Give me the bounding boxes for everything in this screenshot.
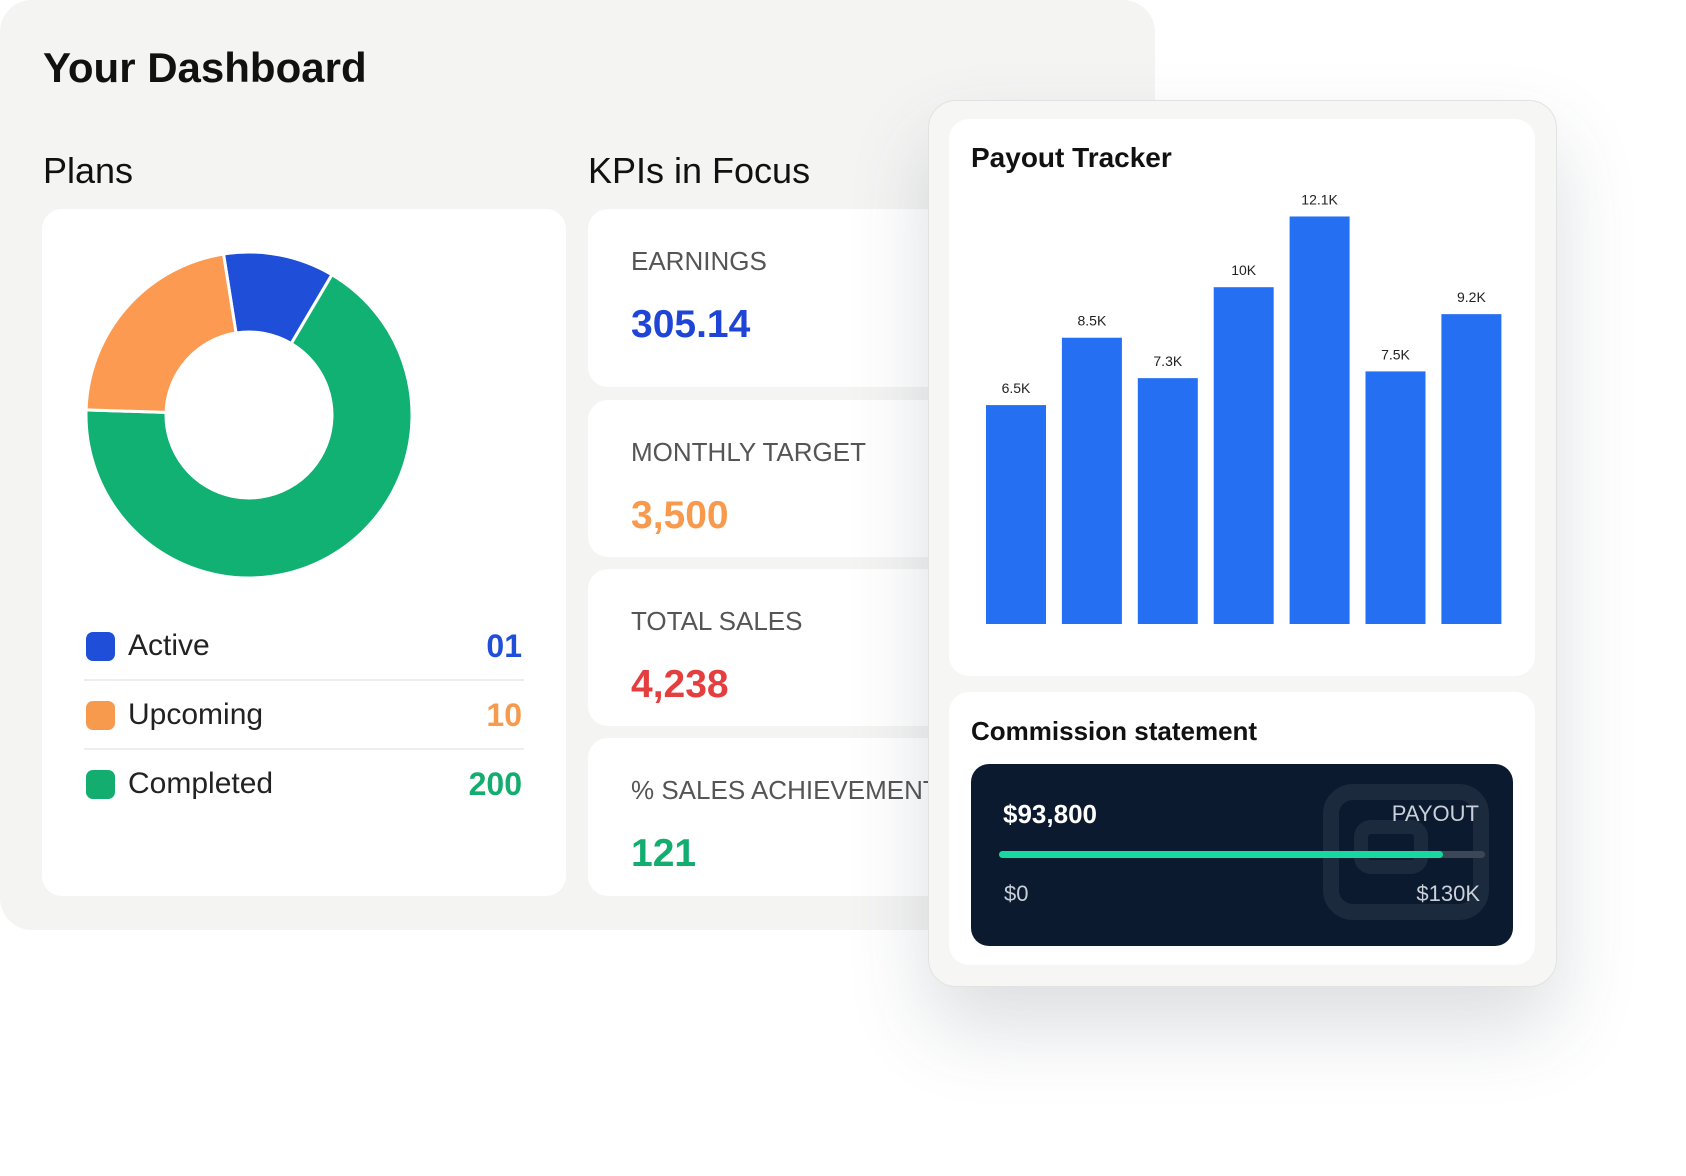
legend-label: Upcoming [128, 698, 264, 731]
bar-label: 8.5K [1077, 313, 1106, 329]
dashboard-title: Your Dashboard [43, 44, 367, 91]
bar-label: 10K [1231, 262, 1257, 278]
bar [1365, 371, 1426, 624]
divider [84, 748, 524, 750]
bar [1061, 337, 1122, 624]
legend-label: Active [128, 629, 210, 662]
legend-swatch [86, 701, 115, 730]
bar [1441, 314, 1502, 624]
kpi-label: MONTHLY TARGET [631, 437, 866, 467]
legend-swatch [86, 770, 115, 799]
bar-label: 9.2K [1457, 289, 1486, 305]
legend-value: 10 [486, 697, 522, 733]
divider [84, 679, 524, 681]
legend-label: Completed [128, 767, 274, 800]
kpi-label: TOTAL SALES [631, 606, 803, 636]
bar-label: 7.5K [1381, 346, 1410, 362]
bar [1137, 378, 1198, 624]
progress-fill [999, 851, 1443, 858]
bar-label: 6.5K [1002, 380, 1031, 396]
bar [986, 405, 1046, 624]
kpi-value: 3,500 [631, 494, 729, 537]
badge: PAYOUT [1391, 801, 1479, 826]
chart-title: Payout Tracker [971, 142, 1172, 173]
donut-chart [84, 250, 414, 580]
max-label: $130K [1416, 881, 1480, 906]
kpi-label: % SALES ACHIEVEMENT [631, 775, 939, 805]
donut-segment [84, 252, 238, 414]
amount: $93,800 [1003, 799, 1097, 829]
donut-segment [84, 272, 414, 580]
kpi-value: 121 [631, 832, 697, 875]
bar [1213, 287, 1274, 624]
min-label: $0 [1004, 881, 1029, 906]
kpi-value: 305.14 [631, 303, 751, 346]
kpi-value: 4,238 [631, 663, 729, 706]
bar-chart: 6.5K 8.5K 7.3K 10K 12.1K 7.5K 9.2K [986, 191, 1502, 625]
kpi-label: EARNINGS [631, 246, 767, 276]
bar-label: 7.3K [1153, 353, 1182, 369]
legend-value: 01 [486, 628, 522, 664]
commission-box: $93,800 PAYOUT $0 $130K [971, 764, 1513, 946]
kpis-title: KPIs in Focus [588, 150, 811, 191]
legend-value: 200 [468, 766, 522, 802]
bar-label: 12.1K [1301, 191, 1338, 207]
commission-title: Commission statement [971, 716, 1258, 746]
plans-title: Plans [43, 150, 134, 191]
legend-swatch [86, 632, 115, 661]
bar [1289, 216, 1350, 625]
